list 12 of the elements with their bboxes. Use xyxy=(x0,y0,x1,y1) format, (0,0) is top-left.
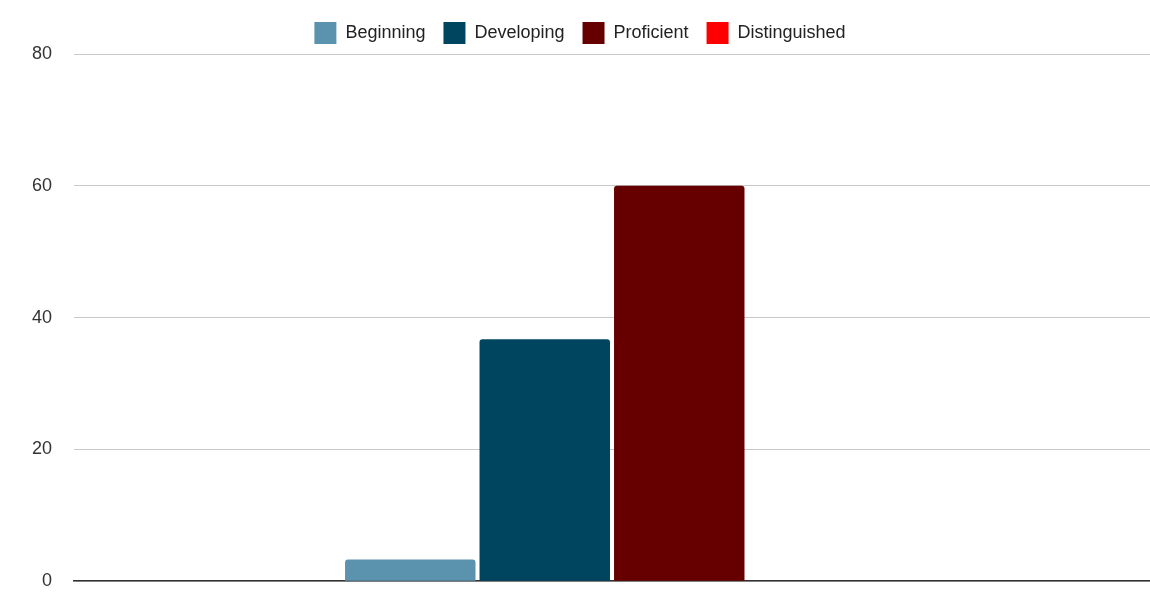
y-tick-label: 0 xyxy=(42,570,53,591)
y-tick-label: 40 xyxy=(31,306,53,327)
legend-label: Distinguished xyxy=(737,21,846,42)
y-tick-label: 80 xyxy=(31,42,53,63)
y-tick-label: 60 xyxy=(31,174,53,195)
legend-label: Beginning xyxy=(345,21,426,42)
legend-label: Developing xyxy=(474,21,565,42)
bar xyxy=(614,185,745,581)
legend-label: Proficient xyxy=(613,21,689,42)
y-tick-label: 20 xyxy=(31,438,53,459)
bar xyxy=(479,339,610,581)
bar xyxy=(345,559,476,581)
